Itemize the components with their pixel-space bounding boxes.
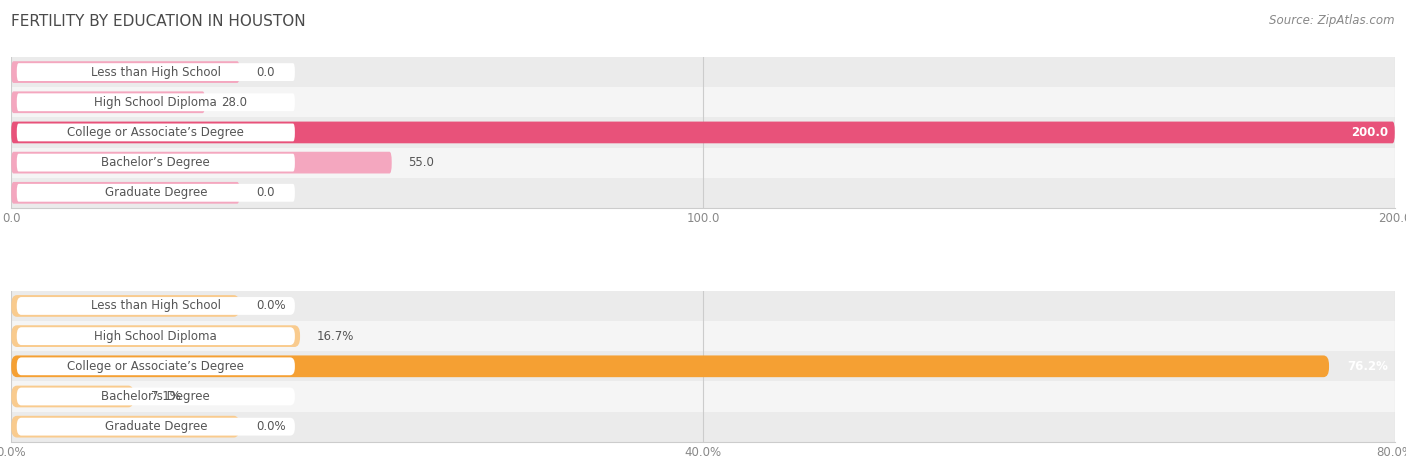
- Text: 55.0: 55.0: [408, 156, 434, 169]
- FancyBboxPatch shape: [17, 124, 295, 142]
- Bar: [11, 351, 1395, 381]
- FancyBboxPatch shape: [17, 327, 295, 345]
- Text: FERTILITY BY EDUCATION IN HOUSTON: FERTILITY BY EDUCATION IN HOUSTON: [11, 14, 307, 29]
- Text: 7.1%: 7.1%: [150, 390, 180, 403]
- Text: 0.0%: 0.0%: [256, 299, 285, 313]
- FancyBboxPatch shape: [17, 388, 295, 405]
- Text: Graduate Degree: Graduate Degree: [104, 186, 207, 200]
- FancyBboxPatch shape: [11, 152, 392, 173]
- Text: Source: ZipAtlas.com: Source: ZipAtlas.com: [1270, 14, 1395, 27]
- Text: Graduate Degree: Graduate Degree: [104, 420, 207, 433]
- Bar: [11, 117, 1395, 148]
- Text: 16.7%: 16.7%: [316, 330, 354, 342]
- Bar: [11, 57, 1395, 87]
- Bar: [11, 411, 1395, 442]
- FancyBboxPatch shape: [11, 295, 239, 317]
- FancyBboxPatch shape: [11, 416, 239, 437]
- FancyBboxPatch shape: [17, 63, 295, 81]
- FancyBboxPatch shape: [17, 357, 295, 375]
- Text: 28.0: 28.0: [222, 96, 247, 109]
- Text: 0.0: 0.0: [256, 66, 274, 78]
- Text: 0.0: 0.0: [256, 186, 274, 200]
- FancyBboxPatch shape: [11, 122, 1395, 143]
- Bar: [11, 291, 1395, 321]
- FancyBboxPatch shape: [11, 325, 299, 347]
- FancyBboxPatch shape: [11, 91, 205, 113]
- Bar: [11, 87, 1395, 117]
- FancyBboxPatch shape: [11, 61, 239, 83]
- Bar: [11, 381, 1395, 411]
- Bar: [11, 178, 1395, 208]
- Text: High School Diploma: High School Diploma: [94, 96, 217, 109]
- Text: 76.2%: 76.2%: [1347, 360, 1388, 373]
- FancyBboxPatch shape: [17, 154, 295, 171]
- Bar: [11, 321, 1395, 351]
- FancyBboxPatch shape: [17, 94, 295, 111]
- Text: Less than High School: Less than High School: [91, 66, 221, 78]
- Text: College or Associate’s Degree: College or Associate’s Degree: [67, 360, 245, 373]
- FancyBboxPatch shape: [17, 297, 295, 315]
- Text: College or Associate’s Degree: College or Associate’s Degree: [67, 126, 245, 139]
- FancyBboxPatch shape: [11, 386, 134, 408]
- Text: Bachelor’s Degree: Bachelor’s Degree: [101, 156, 211, 169]
- FancyBboxPatch shape: [11, 182, 239, 204]
- FancyBboxPatch shape: [11, 355, 1329, 377]
- Text: Bachelor’s Degree: Bachelor’s Degree: [101, 390, 211, 403]
- Text: 200.0: 200.0: [1351, 126, 1388, 139]
- FancyBboxPatch shape: [17, 418, 295, 436]
- FancyBboxPatch shape: [17, 184, 295, 202]
- Text: Less than High School: Less than High School: [91, 299, 221, 313]
- Text: High School Diploma: High School Diploma: [94, 330, 217, 342]
- Bar: [11, 148, 1395, 178]
- Text: 0.0%: 0.0%: [256, 420, 285, 433]
